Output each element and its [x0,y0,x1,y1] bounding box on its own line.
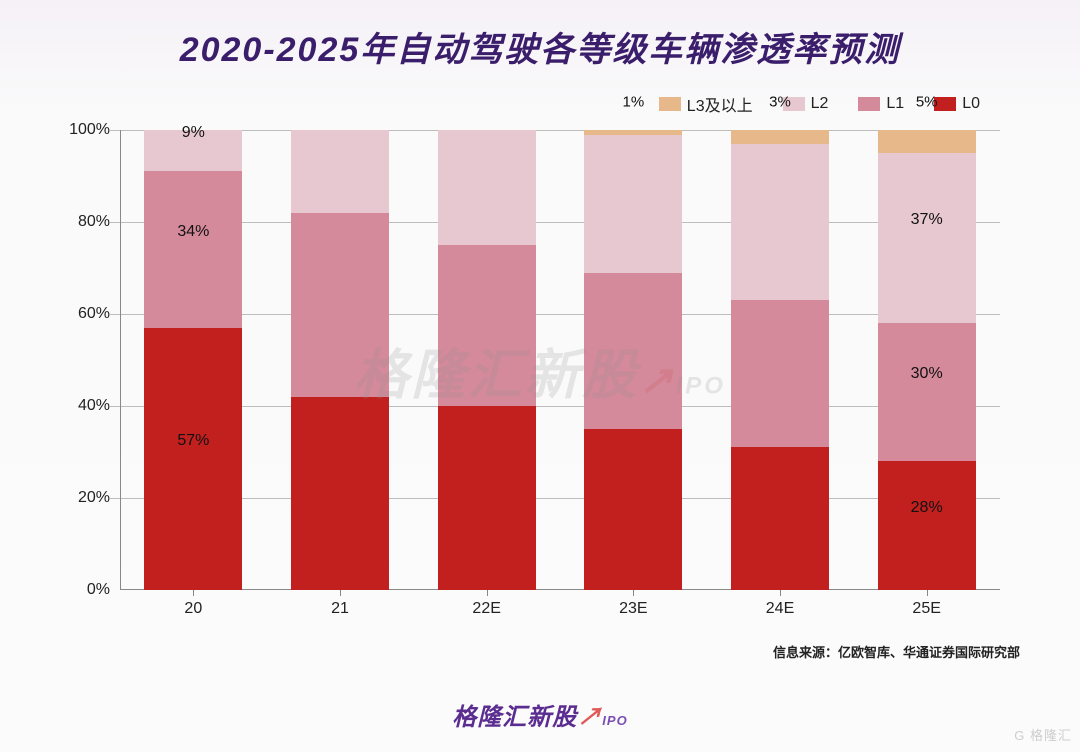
xtick-mark [340,590,341,596]
source-text: 信息来源：亿欧智库、华通证券国际研究部 [773,642,1020,661]
bar-top-label: 1% [584,93,682,110]
xtick-label: 20 [184,600,202,618]
gridline [110,406,1000,407]
xtick-mark [780,590,781,596]
bar-segment-L2 [144,130,242,171]
x-axis [120,589,1000,590]
bar-top-label: 3% [731,93,829,110]
bar-segment-L1 [438,245,536,406]
bar-segment-L0 [438,406,536,590]
bar-segment-L1 [878,323,976,461]
bar-segment-L1 [144,171,242,327]
plot-area: 0%20%40%60%80%100%2057%34%9%2122E23E1%24… [120,130,1000,590]
y-axis [120,130,121,590]
gridline [110,130,1000,131]
footer-logo: 格隆汇新股↗IPO [452,697,627,732]
xtick-label: 21 [331,600,349,618]
gridline [110,498,1000,499]
bar-segment-L3 [731,130,829,144]
bar-segment-L2 [291,130,389,213]
bar-top-label: 5% [878,93,976,110]
gridline [110,222,1000,223]
xtick-mark [927,590,928,596]
bar-group: 57%34%9% [144,130,242,590]
bar-segment-L0 [731,447,829,590]
xtick-label: 25E [912,600,940,618]
corner-watermark: G 格隆汇 [1014,725,1072,744]
ytick-label: 40% [50,397,110,415]
chart-area: 0%20%40%60%80%100%2057%34%9%2122E23E1%24… [60,120,1020,640]
bar-segment-L0 [584,429,682,590]
ytick-label: 100% [50,121,110,139]
xtick-mark [487,590,488,596]
bar-group [438,130,536,590]
bar-group: 28%30%37%5% [878,130,976,590]
bar-segment-L2 [584,135,682,273]
bar-group [291,130,389,590]
xtick-label: 24E [766,600,794,618]
bar-segment-L3 [878,130,976,153]
bar-segment-L1 [584,273,682,429]
xtick-label: 22E [472,600,500,618]
ytick-label: 20% [50,489,110,507]
bar-group: 1% [584,130,682,590]
bar-segment-L2 [731,144,829,300]
bar-segment-L1 [291,213,389,397]
bar-segment-L3 [584,130,682,135]
bar-segment-L0 [291,397,389,590]
xtick-mark [633,590,634,596]
xtick-label: 23E [619,600,647,618]
bar-segment-L2 [878,153,976,323]
bar-segment-L2 [438,130,536,245]
bar-segment-L1 [731,300,829,447]
chart-title: 2020-2025年自动驾驶各等级车辆渗透率预测 [0,0,1080,71]
gridline [110,314,1000,315]
bar-segment-L0 [878,461,976,590]
xtick-mark [193,590,194,596]
ytick-label: 60% [50,305,110,323]
ytick-label: 0% [50,581,110,599]
gridlines [120,130,1000,590]
ytick-label: 80% [50,213,110,231]
bar-group: 3% [731,130,829,590]
bar-segment-L0 [144,328,242,590]
